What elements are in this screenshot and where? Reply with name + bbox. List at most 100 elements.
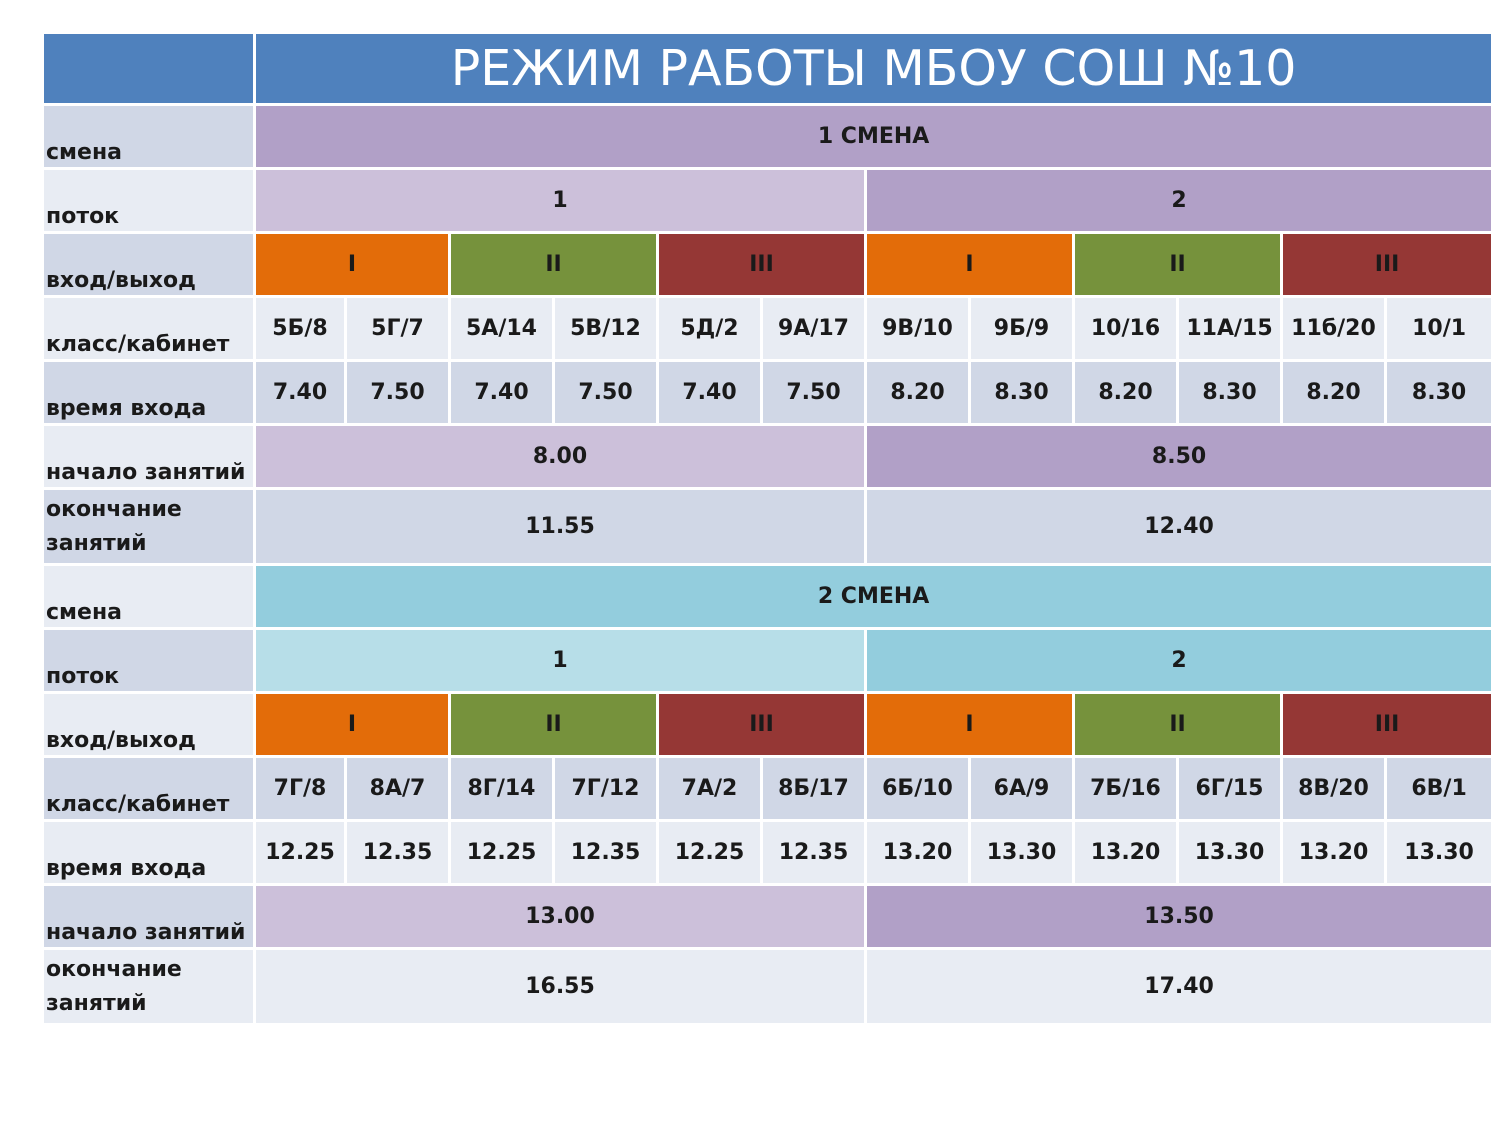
title-row: РЕЖИМ РАБОТЫ МБОУ СОШ №10 <box>41 31 1495 106</box>
shift1-start-flow1: 8.00 <box>253 423 867 490</box>
class-cell: 9Б/9 <box>968 295 1075 362</box>
class-cell: 11б/20 <box>1280 295 1387 362</box>
class-cell: 5Г/7 <box>344 295 451 362</box>
flow-label: поток <box>41 167 256 234</box>
entry-time-cell: 7.40 <box>656 359 763 426</box>
entry-time-cell: 12.25 <box>448 819 555 886</box>
entry-time-cell: 7.50 <box>760 359 867 426</box>
entry-time-cell: 13.30 <box>1176 819 1283 886</box>
entry-time-cell: 8.20 <box>1072 359 1179 426</box>
shift-label: смена <box>41 103 256 170</box>
shift2-gate: II <box>1072 691 1283 758</box>
shift1-entry-row: время входа 7.40 7.50 7.40 7.50 7.40 7.5… <box>41 359 1495 426</box>
shift2-end-flow2: 17.40 <box>863 947 1495 1026</box>
shift2-class-row: класс/кабинет 7Г/8 8А/7 8Г/14 7Г/12 7А/2… <box>41 755 1495 822</box>
gate-label: вход/выход <box>41 691 256 758</box>
end-label-line2: занятий <box>46 531 147 556</box>
shift1-gate: II <box>1072 231 1283 298</box>
entry-time-cell: 13.20 <box>864 819 971 886</box>
shift2-flow-row: поток 1 2 <box>41 627 1495 694</box>
title-corner <box>41 31 256 106</box>
entry-time-cell: 8.30 <box>968 359 1075 426</box>
entry-time-cell: 8.20 <box>864 359 971 426</box>
entry-time-cell: 12.35 <box>760 819 867 886</box>
class-cell: 5Б/8 <box>253 295 347 362</box>
shift1-gate: III <box>656 231 867 298</box>
shift1-gate-row: вход/выход I II III I II III <box>41 231 1495 298</box>
class-cell: 6Г/15 <box>1176 755 1283 822</box>
shift1-gate: I <box>864 231 1075 298</box>
shift1-flow-row: поток 1 2 <box>41 167 1495 234</box>
class-cell: 7Б/16 <box>1072 755 1179 822</box>
class-cell: 8Г/14 <box>448 755 555 822</box>
class-cell: 8Б/17 <box>760 755 867 822</box>
entry-time-cell: 13.20 <box>1280 819 1387 886</box>
class-cell: 5Д/2 <box>656 295 763 362</box>
shift2-gate: I <box>253 691 451 758</box>
end-label: окончание занятий <box>41 947 256 1026</box>
entry-time-cell: 7.50 <box>552 359 659 426</box>
shift2-flow-1: 1 <box>253 627 867 694</box>
shift1-flow-1: 1 <box>253 167 867 234</box>
shift-label: смена <box>41 563 256 630</box>
shift1-end-row: окончание занятий 11.55 12.40 <box>41 487 1495 566</box>
class-cell: 7А/2 <box>656 755 763 822</box>
shift1-start-flow2: 8.50 <box>863 423 1495 490</box>
class-cell: 7Г/8 <box>253 755 347 822</box>
gate-label: вход/выход <box>41 231 256 298</box>
shift2-end-row: окончание занятий 16.55 17.40 <box>41 947 1495 1026</box>
class-cell: 9А/17 <box>760 295 867 362</box>
shift2-gate: III <box>656 691 867 758</box>
shift1-start-row: начало занятий 8.00 8.50 <box>41 423 1495 490</box>
shift1-gate: III <box>1279 231 1495 298</box>
shift1-end-flow1: 11.55 <box>253 487 867 566</box>
class-cell: 11А/15 <box>1176 295 1283 362</box>
shift1-class-row: класс/кабинет 5Б/8 5Г/7 5А/14 5В/12 5Д/2… <box>41 295 1495 362</box>
class-cell: 6А/9 <box>968 755 1075 822</box>
class-cell: 10/1 <box>1383 295 1495 362</box>
shift2-shift-row: смена 2 СМЕНА <box>41 563 1495 630</box>
shift2-gate: II <box>448 691 659 758</box>
shift1-name: 1 СМЕНА <box>252 103 1495 170</box>
shift1-flow-2: 2 <box>863 167 1495 234</box>
entry-time-cell: 7.40 <box>448 359 555 426</box>
entry-time-cell: 7.40 <box>253 359 347 426</box>
flow-label: поток <box>41 627 256 694</box>
class-cell: 5В/12 <box>552 295 659 362</box>
start-label: начало занятий <box>41 883 256 950</box>
shift2-name: 2 СМЕНА <box>252 563 1495 630</box>
shift2-gate-row: вход/выход I II III I II III <box>41 691 1495 758</box>
end-label: окончание занятий <box>41 487 256 566</box>
class-cell: 6Б/10 <box>864 755 971 822</box>
entry-time-cell: 12.35 <box>552 819 659 886</box>
shift2-flow-2: 2 <box>863 627 1495 694</box>
entry-time-cell: 12.35 <box>344 819 451 886</box>
end-label-line1: окончание <box>46 957 182 982</box>
entry-time-cell: 12.25 <box>253 819 347 886</box>
end-label-line2: занятий <box>46 991 147 1016</box>
class-room-label: класс/кабинет <box>41 755 256 822</box>
class-room-label: класс/кабинет <box>41 295 256 362</box>
shift2-end-flow1: 16.55 <box>253 947 867 1026</box>
end-label-line1: окончание <box>46 497 182 522</box>
entry-time-cell: 12.25 <box>656 819 763 886</box>
shift2-gate: I <box>864 691 1075 758</box>
schedule-table: РЕЖИМ РАБОТЫ МБОУ СОШ №10 смена 1 СМЕНА … <box>41 31 1495 1026</box>
entry-time-cell: 13.30 <box>1383 819 1495 886</box>
class-cell: 6В/1 <box>1383 755 1495 822</box>
shift1-end-flow2: 12.40 <box>863 487 1495 566</box>
entry-time-label: время входа <box>41 359 256 426</box>
shift2-start-flow1: 13.00 <box>253 883 867 950</box>
page-title: РЕЖИМ РАБОТЫ МБОУ СОШ №10 <box>252 31 1495 106</box>
shift1-gate: II <box>448 231 659 298</box>
entry-time-label: время входа <box>41 819 256 886</box>
shift1-shift-row: смена 1 СМЕНА <box>41 103 1495 170</box>
entry-time-cell: 8.30 <box>1383 359 1495 426</box>
entry-time-cell: 13.30 <box>968 819 1075 886</box>
class-cell: 9В/10 <box>864 295 971 362</box>
class-cell: 8А/7 <box>344 755 451 822</box>
start-label: начало занятий <box>41 423 256 490</box>
shift2-start-flow2: 13.50 <box>863 883 1495 950</box>
shift2-gate: III <box>1279 691 1495 758</box>
shift1-gate: I <box>253 231 451 298</box>
